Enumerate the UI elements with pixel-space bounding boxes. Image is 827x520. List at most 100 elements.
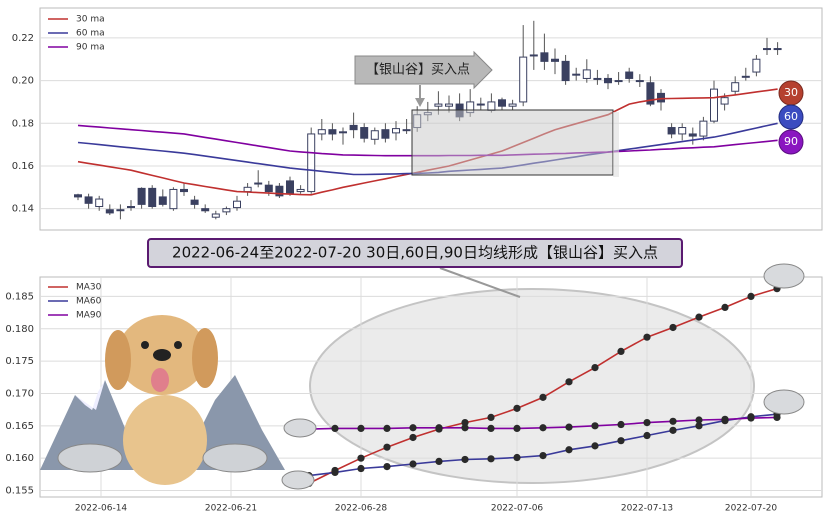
ma-point <box>695 422 703 430</box>
snow <box>75 380 105 410</box>
candle-body <box>254 182 263 185</box>
candle-body <box>275 185 284 197</box>
ma-point <box>461 418 469 427</box>
ingot <box>202 443 268 473</box>
ma-point <box>747 292 755 301</box>
ma-point <box>357 454 365 462</box>
candle-body <box>180 188 188 193</box>
legend-label: MA60 <box>76 297 102 307</box>
candle-body <box>487 101 496 111</box>
ma-point <box>695 416 703 424</box>
ma-point <box>461 455 469 464</box>
candle-body <box>95 198 104 208</box>
ma-point <box>669 426 677 434</box>
ma-point <box>773 413 781 422</box>
ma-point <box>513 453 521 462</box>
candle-body <box>339 131 347 134</box>
candle-body <box>561 60 570 82</box>
y-tick-label: 0.180 <box>5 324 34 335</box>
highlight-shadow <box>613 112 619 177</box>
candle-body <box>169 188 178 210</box>
highlight-box <box>411 109 614 176</box>
ma-point <box>435 424 443 432</box>
candle-body <box>582 69 591 79</box>
ma-point <box>669 323 677 332</box>
highlight-ellipse <box>309 288 755 484</box>
candle-body <box>773 48 782 51</box>
legend: 30 ma 60 ma 90 ma <box>48 15 105 53</box>
ma-point <box>539 393 547 401</box>
y-tick-label: 0.20 <box>12 76 34 87</box>
ma-point <box>643 333 651 341</box>
ma-point <box>357 424 365 433</box>
y-tick-label: 0.18 <box>12 118 34 129</box>
annotation-arrow <box>354 50 493 90</box>
candle-body <box>498 99 506 107</box>
candle-body <box>508 103 517 107</box>
legend-label: MA90 <box>76 311 102 321</box>
candle-body <box>211 213 220 218</box>
dog-tongue <box>151 368 169 392</box>
y-tick-label: 0.170 <box>5 388 34 399</box>
ma-point <box>565 446 573 454</box>
top-frame <box>39 7 823 231</box>
candle-body <box>710 88 718 122</box>
x-tick-label: 2022-06-14 <box>75 504 128 514</box>
candle-body <box>201 208 210 212</box>
ma-point <box>643 431 651 440</box>
candle-body <box>699 120 708 137</box>
bottom-frame <box>39 276 823 498</box>
candle-body <box>148 187 157 208</box>
candle-body <box>741 75 750 78</box>
candle-body <box>127 206 135 209</box>
ma-point <box>591 442 599 450</box>
ma-point <box>331 468 339 477</box>
candle-body <box>360 127 369 139</box>
ma-point <box>591 363 599 372</box>
candle-body <box>264 184 273 193</box>
decorations <box>40 263 805 490</box>
ma-point <box>383 424 391 433</box>
legend-label: 90 ma <box>76 43 105 53</box>
x-tick-label: 2022-07-13 <box>621 504 673 514</box>
top-chart: 0.14 0.16 0.18 0.20 0.22 30 ma 60 ma 90 ma <box>12 7 823 231</box>
y-tick-label: 0.22 <box>12 33 34 44</box>
candle-body <box>434 103 443 107</box>
ma-point <box>617 420 625 429</box>
badge-60 <box>778 104 804 130</box>
candle-body <box>625 71 634 79</box>
candle-body <box>105 209 114 214</box>
candle-body <box>731 82 740 92</box>
candle-body <box>392 128 400 134</box>
legend-label: 60 ma <box>76 29 105 39</box>
ma-point <box>747 414 755 422</box>
candle-body <box>222 208 231 213</box>
candle-body <box>519 56 528 103</box>
dog-eye <box>141 341 149 349</box>
banner-pointer <box>439 267 521 298</box>
ma-point <box>565 423 573 431</box>
ma-point <box>409 424 417 432</box>
badge-label: 90 <box>784 135 798 148</box>
candle-body <box>678 127 687 135</box>
banner: 2022-06-24至2022-07-20 30日,60日,90日均线形成【银山… <box>172 244 658 262</box>
ma-point <box>513 404 521 412</box>
candle-body <box>540 52 549 62</box>
candle-body <box>646 82 655 105</box>
candle-body <box>349 124 358 131</box>
dog-nose <box>153 349 171 361</box>
dog-ear <box>192 328 218 388</box>
ingot <box>57 443 123 473</box>
candle-body <box>233 200 241 209</box>
ma-point <box>331 424 339 433</box>
top-overlay: 【银山谷】买入点 30 60 90 <box>354 50 804 177</box>
candle-body <box>529 54 538 57</box>
ma-point <box>721 303 729 312</box>
candle-body <box>243 186 252 193</box>
x-tick-label: 2022-07-06 <box>491 504 544 514</box>
ma-point <box>409 460 417 468</box>
ma-point <box>721 415 729 423</box>
candle-body <box>370 130 379 140</box>
ma-point <box>461 424 469 432</box>
